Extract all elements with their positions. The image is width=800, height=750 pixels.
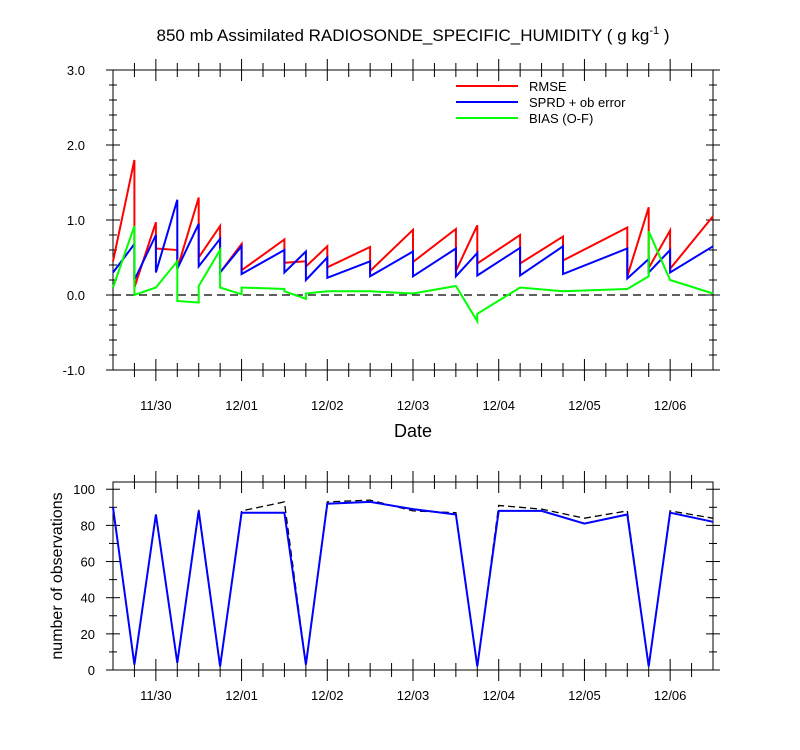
y-tick-label: -1.0 bbox=[63, 363, 85, 378]
y-tick-label: 60 bbox=[81, 555, 95, 570]
y-tick-label: 0 bbox=[88, 663, 95, 678]
x-tick-label: 11/30 bbox=[140, 398, 172, 413]
legend-label: RMSE bbox=[529, 79, 567, 94]
x-tick-label: 12/04 bbox=[482, 398, 515, 413]
x-tick-label: 12/06 bbox=[654, 398, 687, 413]
x-tick-label: 12/01 bbox=[225, 398, 258, 413]
plot-frame bbox=[112, 481, 714, 671]
series-line-rmse bbox=[112, 159, 714, 288]
y-tick-label: 100 bbox=[73, 482, 95, 497]
chart-title-end: ) bbox=[659, 26, 669, 45]
x-tick-label: 12/02 bbox=[311, 688, 344, 703]
x-tick-label: 12/03 bbox=[397, 688, 430, 703]
x-tick-label: 12/03 bbox=[397, 398, 430, 413]
y-tick-label: 2.0 bbox=[67, 138, 85, 153]
y-tick-label: 80 bbox=[81, 518, 95, 533]
x-tick-label: 12/04 bbox=[482, 688, 515, 703]
chart-title-superscript: -1 bbox=[649, 25, 659, 37]
series-line-bias-o-f bbox=[112, 225, 714, 325]
y-tick-label: 40 bbox=[81, 591, 95, 606]
series-line-possible bbox=[112, 499, 714, 667]
observation-count-chart: 0 20 40 60 80 100 11/30 12/01 12/02 12/03 12/04 12/… bbox=[49, 471, 720, 703]
chart-title-main: 850 mb Assimilated RADIOSONDE_SPECIFIC_H… bbox=[157, 26, 650, 45]
y-tick-label: 0.0 bbox=[67, 288, 85, 303]
x-tick-label: 11/30 bbox=[140, 688, 172, 703]
x-tick-label: 12/05 bbox=[568, 688, 601, 703]
humidity-stats-chart: -1.0 0.0 1.0 2.0 3.0 11/30 12/01 12/02 12/03 12/0… bbox=[63, 25, 720, 441]
plot-frame bbox=[112, 69, 714, 371]
y-tick-label: 20 bbox=[81, 627, 95, 642]
legend-label: BIAS (O-F) bbox=[529, 111, 593, 126]
legend-label: SPRD + ob error bbox=[529, 95, 626, 110]
x-tick-label: 12/02 bbox=[311, 398, 344, 413]
chart-title: 850 mb Assimilated RADIOSONDE_SPECIFIC_H… bbox=[157, 25, 670, 45]
series-line-sprd-ob-error bbox=[112, 199, 714, 283]
series-line-used bbox=[112, 500, 714, 667]
x-tick-label: 12/05 bbox=[568, 398, 601, 413]
x-tick-label: 12/06 bbox=[654, 688, 687, 703]
x-tick-label: 12/01 bbox=[225, 688, 258, 703]
y-axis-title: number of observations bbox=[49, 492, 66, 659]
y-tick-label: 1.0 bbox=[67, 213, 85, 228]
y-tick-label: 3.0 bbox=[67, 63, 85, 78]
x-axis-title: Date bbox=[394, 421, 432, 441]
